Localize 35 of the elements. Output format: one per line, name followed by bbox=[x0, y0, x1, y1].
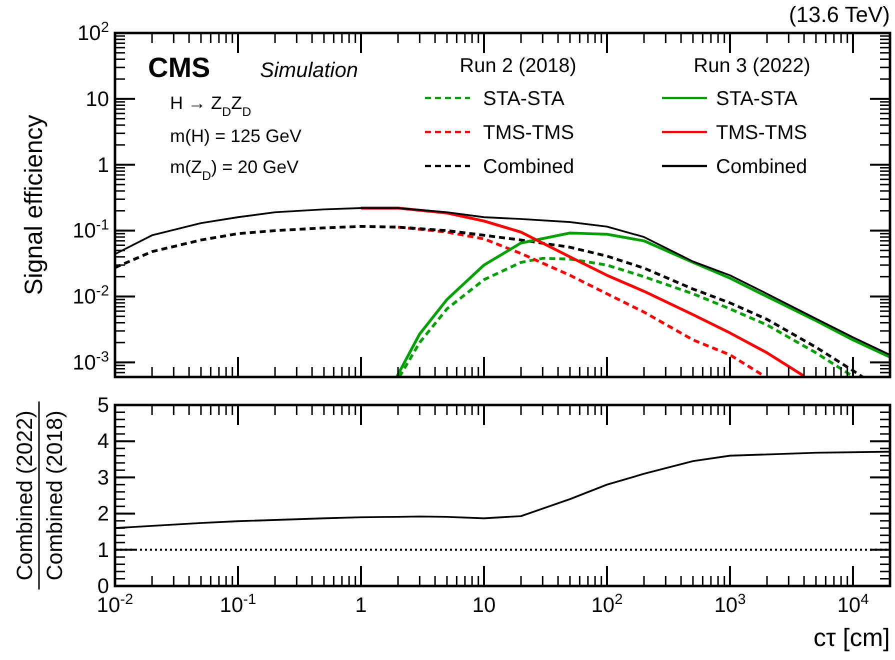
text: (13.6 TeV) bbox=[788, 2, 890, 27]
y-tick-label: 2 bbox=[97, 502, 109, 526]
annotation: Simulation bbox=[260, 59, 358, 82]
x-tick-label: 10$^{3}$ bbox=[714, 592, 746, 617]
legend-label: STA-STA bbox=[483, 88, 566, 110]
annotation: m(H) = 125 GeV bbox=[170, 126, 302, 146]
y-axis-title: Combined (2022) Combined (2018) bbox=[12, 410, 67, 580]
annotation: CMS bbox=[148, 52, 210, 83]
y-tick-label: 3 bbox=[97, 466, 109, 490]
x-tick-label: 1 bbox=[355, 594, 367, 617]
y-tick-label: 10 bbox=[86, 88, 109, 111]
legend-label: TMS-TMS bbox=[716, 122, 808, 144]
y-tick-label: 10$^{-2}$ bbox=[72, 284, 109, 309]
x-tick-label: 10$^{2}$ bbox=[591, 592, 623, 617]
annotation: Run 3 (2022) bbox=[694, 55, 810, 77]
legend-label: STA-STA bbox=[716, 88, 798, 110]
x-tick-label: 10$^{-1}$ bbox=[220, 592, 256, 617]
legend-label: Combined bbox=[716, 156, 808, 178]
legend-label: Combined bbox=[483, 156, 574, 178]
y-tick-label: 1 bbox=[97, 154, 109, 177]
y-tick-label: 0 bbox=[97, 575, 109, 598]
annotation: m(Z$_{D}$) = 20 GeV bbox=[170, 157, 299, 183]
x-tick-label: 10 bbox=[472, 594, 496, 617]
legend-label: TMS-TMS bbox=[483, 122, 574, 144]
annotation: H → Z$_{D}$Z$_{D}$ bbox=[170, 93, 252, 119]
y-tick-label: 10$^{-1}$ bbox=[72, 218, 109, 243]
y-tick-label: 4 bbox=[97, 430, 110, 454]
y-axis-title: Signal efficiency bbox=[20, 114, 48, 296]
annotation: Run 2 (2018) bbox=[460, 55, 576, 77]
y-tick-label: 1 bbox=[97, 538, 109, 562]
y-tick-label: 10$^{-3}$ bbox=[72, 349, 109, 374]
x-axis-title: cτ [cm] bbox=[813, 624, 890, 652]
y-tick-label: 5 bbox=[97, 394, 109, 417]
y-tick-label: 10$^{2}$ bbox=[77, 20, 109, 45]
x-tick-label: 10$^{4}$ bbox=[837, 592, 869, 617]
